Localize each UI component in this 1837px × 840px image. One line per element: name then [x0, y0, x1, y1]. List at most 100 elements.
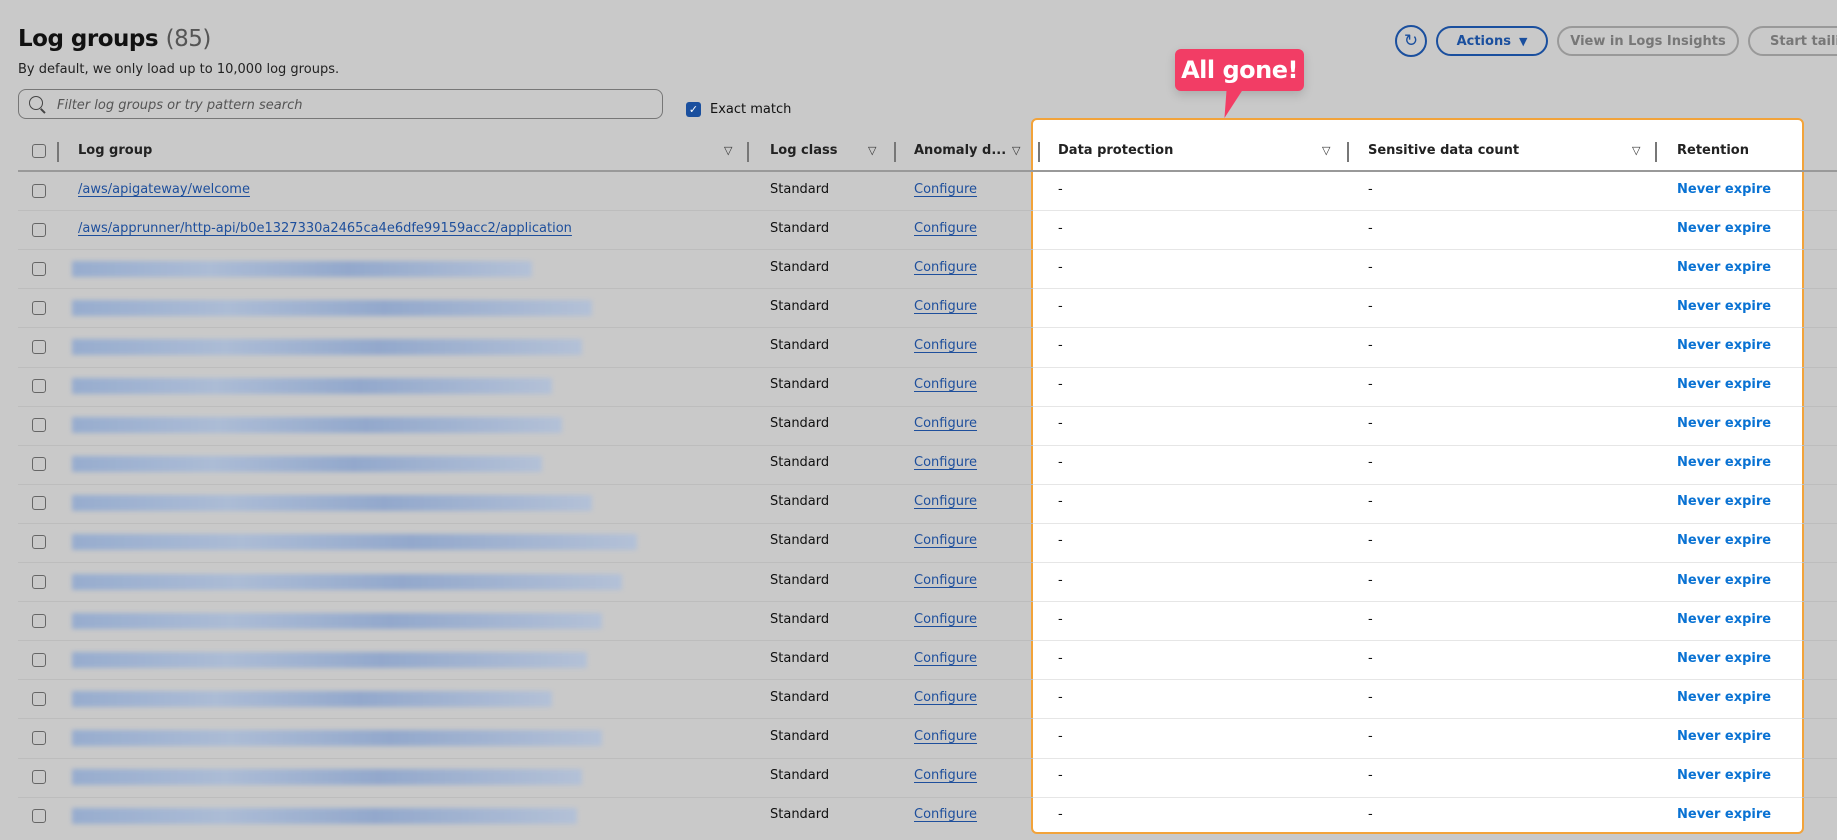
actions-button[interactable]: Actions ▼ [1436, 26, 1548, 56]
log-class-cell: Standard [770, 533, 830, 549]
row-divider [1033, 640, 1802, 642]
retention-link[interactable]: Never expire [1677, 337, 1772, 353]
row-divider [1033, 796, 1802, 798]
retention-link[interactable]: Never expire [1677, 768, 1772, 784]
row-divider [18, 601, 1837, 603]
configure-anomaly-link[interactable]: Configure [914, 416, 978, 432]
row-divider [18, 288, 1837, 290]
retention-link[interactable]: Never expire [1677, 377, 1772, 393]
retention-link[interactable]: Never expire [1677, 259, 1772, 275]
row-checkbox[interactable] [32, 183, 46, 198]
column-header-retention[interactable]: Retention [1677, 143, 1749, 158]
configure-anomaly-link[interactable]: Configure [914, 181, 978, 197]
configure-anomaly-link[interactable]: Configure [914, 650, 978, 666]
filter-input[interactable] [55, 94, 649, 116]
configure-anomaly-link[interactable]: Configure [914, 728, 978, 744]
sensitive-data-count-cell: - [1368, 650, 1373, 666]
select-all-checkbox[interactable] [32, 144, 46, 158]
log-class-cell: Standard [770, 259, 830, 275]
configure-anomaly-link[interactable]: Configure [914, 533, 978, 549]
retention-link[interactable]: Never expire [1677, 650, 1772, 666]
row-divider [18, 796, 1837, 798]
start-tailing-button[interactable]: Start tailing [1748, 26, 1837, 56]
configure-anomaly-link[interactable]: Configure [914, 807, 978, 823]
column-divider[interactable] [747, 142, 749, 162]
row-divider [18, 522, 1837, 524]
row-divider [18, 718, 1837, 720]
configure-anomaly-link[interactable]: Configure [914, 337, 978, 353]
row-checkbox[interactable] [32, 496, 46, 511]
log-class-cell: Standard [770, 494, 830, 510]
row-checkbox[interactable] [32, 418, 46, 433]
retention-link[interactable]: Never expire [1677, 572, 1772, 588]
row-divider [18, 679, 1837, 681]
retention-link[interactable]: Never expire [1677, 611, 1772, 627]
log-class-cell: Standard [770, 416, 830, 432]
configure-anomaly-link[interactable]: Configure [914, 689, 978, 705]
row-checkbox[interactable] [32, 300, 46, 315]
row-checkbox[interactable] [32, 261, 46, 276]
retention-link[interactable]: Never expire [1677, 533, 1772, 549]
retention-link[interactable]: Never expire [1677, 807, 1772, 823]
row-divider [1033, 327, 1802, 329]
configure-anomaly-link[interactable]: Configure [914, 768, 978, 784]
row-checkbox[interactable] [32, 339, 46, 354]
row-checkbox[interactable] [32, 574, 46, 589]
log-group-link[interactable]: /aws/apprunner/http-api/b0e1327330a2465c… [78, 220, 572, 236]
retention-link[interactable]: Never expire [1677, 494, 1772, 510]
column-divider[interactable] [894, 142, 896, 162]
configure-anomaly-link[interactable]: Configure [914, 455, 978, 471]
configure-anomaly-link[interactable]: Configure [914, 494, 978, 510]
retention-link[interactable]: Never expire [1677, 416, 1772, 432]
row-checkbox[interactable] [32, 809, 46, 824]
sensitive-data-count-cell: - [1368, 572, 1373, 588]
row-checkbox[interactable] [32, 613, 46, 628]
retention-link[interactable]: Never expire [1677, 181, 1772, 197]
row-checkbox[interactable] [32, 222, 46, 237]
filter-search-field[interactable] [18, 89, 663, 119]
row-checkbox[interactable] [32, 379, 46, 394]
row-divider [1033, 718, 1802, 720]
log-class-cell: Standard [770, 220, 830, 236]
row-checkbox[interactable] [32, 652, 46, 667]
column-divider[interactable] [1347, 142, 1349, 162]
exact-match-checkbox[interactable]: ✓ Exact match [686, 102, 791, 117]
row-divider [18, 405, 1837, 407]
sort-icon[interactable]: ▽ [1322, 144, 1331, 157]
column-header-log-class[interactable]: Log class [770, 143, 838, 158]
log-group-link[interactable]: /aws/apigateway/welcome [78, 181, 250, 197]
view-in-logs-insights-button[interactable]: View in Logs Insights [1557, 26, 1739, 56]
column-divider[interactable] [1038, 142, 1040, 162]
retention-link[interactable]: Never expire [1677, 298, 1772, 314]
configure-anomaly-link[interactable]: Configure [914, 220, 978, 236]
configure-anomaly-link[interactable]: Configure [914, 611, 978, 627]
sort-icon[interactable]: ▽ [1012, 144, 1021, 157]
retention-link[interactable]: Never expire [1677, 689, 1772, 705]
column-divider[interactable] [1655, 142, 1657, 162]
configure-anomaly-link[interactable]: Configure [914, 377, 978, 393]
data-protection-cell: - [1058, 259, 1063, 275]
retention-link[interactable]: Never expire [1677, 220, 1772, 236]
data-protection-cell: - [1058, 533, 1063, 549]
column-header-sensitive-data-count[interactable]: Sensitive data count [1368, 143, 1520, 158]
row-divider [18, 757, 1837, 759]
column-header-anomaly-detection[interactable]: Anomaly d... [914, 143, 1007, 158]
sort-icon[interactable]: ▽ [724, 144, 733, 157]
sort-icon[interactable]: ▽ [868, 144, 877, 157]
row-checkbox[interactable] [32, 730, 46, 745]
configure-anomaly-link[interactable]: Configure [914, 259, 978, 275]
row-checkbox[interactable] [32, 691, 46, 706]
retention-link[interactable]: Never expire [1677, 728, 1772, 744]
configure-anomaly-link[interactable]: Configure [914, 572, 978, 588]
sensitive-data-count-cell: - [1368, 728, 1373, 744]
row-checkbox[interactable] [32, 457, 46, 472]
column-header-data-protection[interactable]: Data protection [1058, 143, 1174, 158]
checkmark-icon[interactable]: ✓ [686, 102, 701, 117]
column-header-log-group[interactable]: Log group [78, 143, 153, 158]
sort-icon[interactable]: ▽ [1632, 144, 1641, 157]
configure-anomaly-link[interactable]: Configure [914, 298, 978, 314]
row-checkbox[interactable] [32, 770, 46, 785]
retention-link[interactable]: Never expire [1677, 455, 1772, 471]
refresh-button[interactable]: ↻ [1395, 25, 1427, 57]
row-checkbox[interactable] [32, 535, 46, 550]
